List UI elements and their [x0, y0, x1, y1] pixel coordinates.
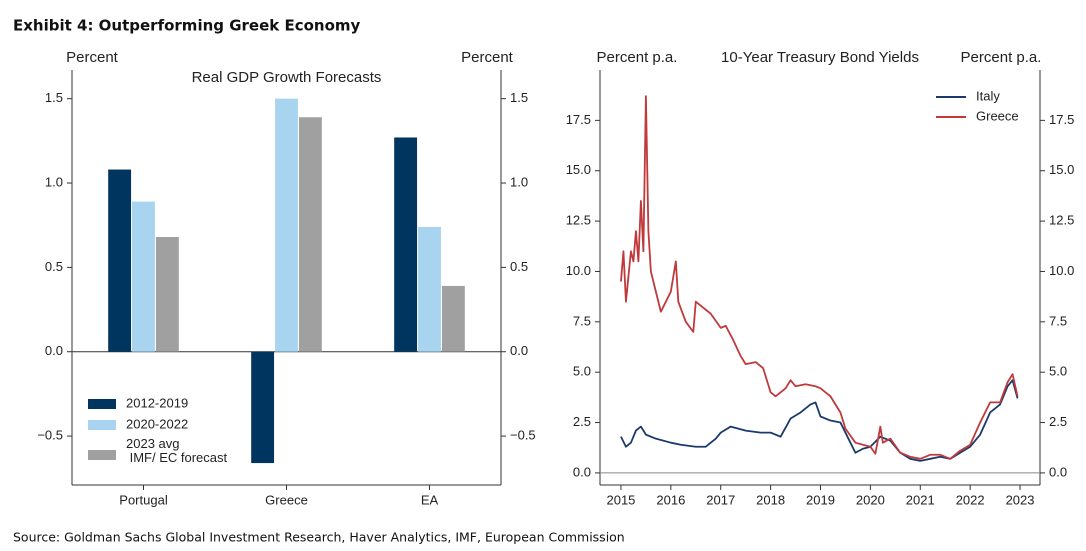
y-tick-label: 17.5: [566, 112, 591, 127]
y2-tick-label: −0.5: [510, 428, 536, 443]
y-tick-label: 5.0: [573, 364, 591, 379]
y-tick-label: 15.0: [566, 162, 591, 177]
y2-tick-label: 0.0: [1049, 464, 1067, 479]
y-tick-label: 0.0: [573, 464, 591, 479]
bar: [394, 137, 418, 352]
y2-tick-label: 1.0: [510, 174, 528, 189]
x-tick-label: 2019: [806, 492, 835, 507]
y2-axis-label: Percent: [461, 49, 514, 66]
y-tick-label: 0.5: [45, 259, 63, 274]
y-tick-label: 10.0: [566, 263, 591, 278]
y2-tick-label: 17.5: [1049, 112, 1074, 127]
y-tick-label: 7.5: [573, 313, 591, 328]
y-axis-label: Percent: [66, 49, 119, 66]
y-tick-label: 2.5: [573, 414, 591, 429]
legend-label: Greece: [976, 108, 1019, 123]
y-tick-label: 1.5: [45, 90, 63, 105]
line-series: [620, 95, 1019, 460]
y2-tick-label: 0.5: [510, 259, 528, 274]
legend-swatch: [88, 420, 116, 430]
y2-tick-label: 5.0: [1049, 364, 1067, 379]
y2-tick-label: 0.0: [510, 343, 528, 358]
x-tick-label: Greece: [265, 492, 308, 507]
x-tick-label: 2018: [756, 492, 785, 507]
x-tick-label: 2022: [956, 492, 985, 507]
bar: [251, 351, 275, 464]
bar: [132, 201, 155, 352]
chart-title: 10-Year Treasury Bond Yields: [721, 49, 919, 66]
legend-swatch: [88, 399, 116, 409]
chart-title: Real GDP Growth Forecasts: [192, 69, 382, 86]
y-tick-label: 1.0: [45, 174, 63, 189]
bar: [155, 237, 179, 352]
x-tick-label: 2023: [1006, 492, 1035, 507]
y2-tick-label: 15.0: [1049, 162, 1074, 177]
legend-swatch: [88, 450, 116, 460]
y2-tick-label: 12.5: [1049, 213, 1074, 228]
x-tick-label: EA: [421, 492, 439, 507]
y-tick-label: 12.5: [566, 213, 591, 228]
bar: [275, 98, 298, 352]
legend-label: Italy: [976, 88, 1000, 103]
bar: [418, 226, 441, 352]
y-tick-label: 0.0: [45, 343, 63, 358]
y2-axis-label: Percent p.a.: [961, 49, 1042, 66]
legend-label: 2020-2022: [126, 416, 188, 431]
y2-tick-label: 7.5: [1049, 313, 1067, 328]
bar: [108, 169, 132, 352]
x-tick-label: 2020: [856, 492, 885, 507]
y2-tick-label: 10.0: [1049, 263, 1074, 278]
y2-tick-label: 2.5: [1049, 414, 1067, 429]
y-tick-label: −0.5: [37, 428, 63, 443]
legend-label: 2012-2019: [126, 395, 188, 410]
bar: [441, 285, 465, 352]
bar: [298, 117, 322, 352]
source-note: Source: Goldman Sachs Global Investment …: [13, 530, 625, 545]
exhibit-title: Exhibit 4: Outperforming Greek Economy: [13, 17, 361, 35]
x-tick-label: 2017: [706, 492, 735, 507]
y-axis-label: Percent p.a.: [597, 49, 678, 66]
legend-label: 2023 avg IMF/ EC forecast: [126, 436, 228, 465]
x-tick-label: 2021: [906, 492, 935, 507]
x-tick-label: 2015: [606, 492, 635, 507]
y2-tick-label: 1.5: [510, 90, 528, 105]
line-series: [620, 379, 1019, 462]
x-tick-label: 2016: [656, 492, 685, 507]
x-tick-label: Portugal: [119, 492, 168, 507]
